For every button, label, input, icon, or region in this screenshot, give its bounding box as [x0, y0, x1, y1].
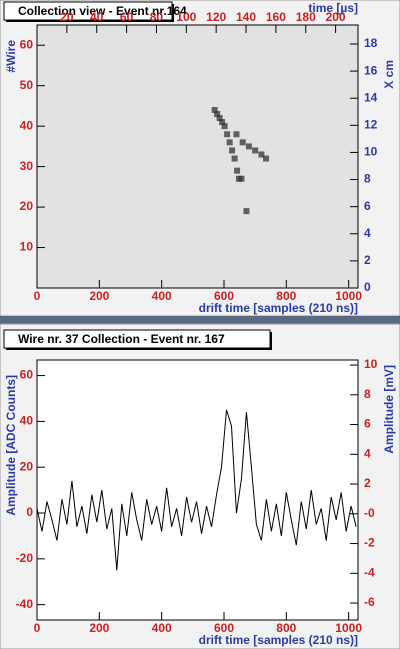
- x-tick-label: 800: [276, 289, 296, 303]
- x-tick-label: 800: [276, 621, 296, 635]
- x2-tick-label: 200: [326, 10, 346, 24]
- hit: [258, 151, 265, 158]
- x-tick-label: 1000: [335, 289, 362, 303]
- x2-tick-label: 40: [90, 10, 104, 24]
- hit: [245, 143, 252, 150]
- y2-tick-label: 16: [364, 63, 378, 77]
- hit: [239, 139, 246, 146]
- hit: [214, 111, 221, 118]
- y-tick-label: 20: [20, 459, 34, 473]
- y2-tick-label: 8: [364, 172, 371, 186]
- x-tick-label: 0: [34, 289, 41, 303]
- hit: [234, 167, 241, 174]
- hit: [229, 147, 236, 154]
- hit: [216, 115, 223, 122]
- y2-tick-label: 6: [364, 199, 371, 213]
- x-tick-label: 200: [89, 289, 109, 303]
- x2-tick-label: 60: [120, 10, 134, 24]
- y-axis-label: Amplitude [ADC Counts]: [4, 375, 18, 516]
- x2-tick-label: 100: [176, 10, 196, 24]
- y2-tick-label: 10: [364, 357, 378, 371]
- x-tick-label: 1000: [335, 621, 362, 635]
- y2-tick-label: 8: [364, 387, 371, 401]
- x2-tick-label: 20: [60, 10, 74, 24]
- y2-tick-label: 2: [364, 476, 371, 490]
- hit: [238, 175, 245, 182]
- hit: [231, 155, 238, 162]
- hit: [252, 147, 259, 154]
- y-tick-label: 50: [20, 78, 34, 92]
- y2-axis-label: Amplitude [mV]: [382, 365, 396, 454]
- x2-tick-label: 140: [236, 10, 256, 24]
- y2-tick-label: 12: [364, 117, 378, 131]
- chart-title: Collection view - Event nr.164: [18, 4, 187, 18]
- hit: [211, 106, 218, 113]
- hit: [219, 119, 226, 126]
- y2-tick-label: 0: [364, 280, 371, 294]
- x-axis-label: drift time [samples (210 ns)]: [199, 301, 358, 315]
- y-tick-label: 40: [20, 118, 34, 132]
- y-tick-label: 0: [26, 505, 33, 519]
- y-tick-label: -20: [16, 551, 34, 565]
- hit: [263, 155, 270, 162]
- y2-tick-label: -0: [364, 506, 375, 520]
- x2-tick-label: 80: [150, 10, 164, 24]
- y-tick-label: 10: [20, 240, 34, 254]
- x-tick-label: 600: [214, 289, 234, 303]
- x-tick-label: 200: [89, 621, 109, 635]
- separator: [0, 316, 400, 324]
- y2-tick-label: 18: [364, 36, 378, 50]
- y-tick-label: 40: [20, 414, 34, 428]
- title-box: [3, 1, 173, 21]
- hit: [224, 131, 231, 138]
- x-tick-label: 0: [34, 621, 41, 635]
- y-tick-label: 20: [20, 199, 34, 213]
- y-axis-label: #Wire: [4, 40, 18, 73]
- y2-tick-label: 10: [364, 145, 378, 159]
- y2-tick-label: 4: [364, 226, 371, 240]
- plot-area: [36, 359, 359, 621]
- x-tick-label: 400: [152, 621, 172, 635]
- x2-tick-label: 120: [206, 10, 226, 24]
- title-box: [3, 329, 271, 349]
- y2-tick-label: 6: [364, 417, 371, 431]
- hit: [243, 208, 250, 215]
- hit: [226, 139, 233, 146]
- y2-tick-label: -2: [364, 536, 375, 550]
- x2-axis-label: time [µs]: [308, 1, 358, 15]
- y2-tick-label: -4: [364, 565, 375, 579]
- x2-tick-label: 180: [296, 10, 316, 24]
- plot-area: [36, 24, 359, 289]
- x-axis-label: drift time [samples (210 ns)]: [199, 633, 358, 647]
- hit: [233, 131, 240, 138]
- y2-tick-label: -6: [364, 595, 375, 609]
- y-tick-label: 60: [20, 368, 34, 382]
- y2-tick-label: 4: [364, 446, 371, 460]
- x-tick-label: 400: [152, 289, 172, 303]
- waveform: [36, 409, 357, 571]
- y-tick-label: 60: [20, 37, 34, 51]
- y2-axis-label: X cm: [382, 60, 396, 89]
- y2-tick-label: 14: [364, 90, 378, 104]
- chart-title: Wire nr. 37 Collection - Event nr. 167: [18, 332, 225, 346]
- x2-tick-label: 160: [266, 10, 286, 24]
- x-tick-label: 600: [214, 621, 234, 635]
- y-tick-label: 30: [20, 159, 34, 173]
- y-tick-label: -40: [16, 597, 34, 611]
- y2-tick-label: 2: [364, 253, 371, 267]
- hit: [221, 123, 228, 130]
